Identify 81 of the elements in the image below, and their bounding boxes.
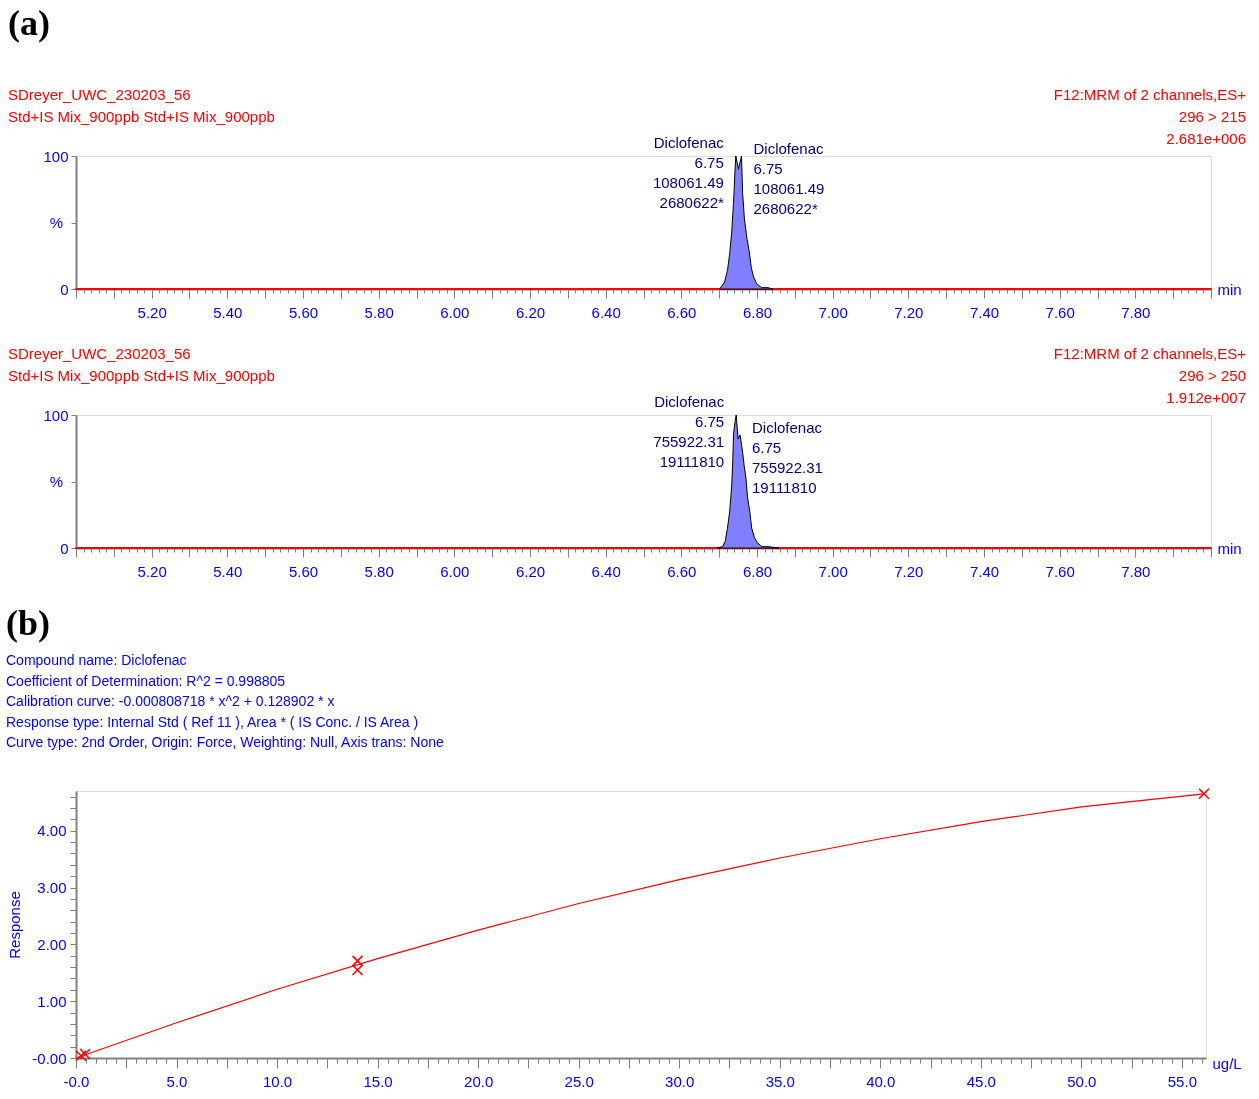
text: Coefficient of Determination: R^2 = 0.998805 — [6, 672, 286, 689]
y-axis-title: Response — [5, 891, 23, 959]
text: 296 > 215 — [1178, 108, 1246, 125]
x-tick-label: 7.80 — [1121, 303, 1151, 321]
x-tick-label: 55.0 — [1167, 1072, 1197, 1090]
point — [351, 964, 364, 976]
point — [79, 1048, 91, 1060]
x-tick-label: 6.60 — [667, 303, 697, 321]
text: SDreyer_UWC_230203_56 — [8, 86, 191, 103]
x-tick-label: 7.40 — [969, 303, 1000, 321]
x-tick-label: 7.20 — [894, 303, 924, 321]
y-axis-title: % — [49, 214, 64, 231]
text: 296 > 250 — [1178, 367, 1246, 384]
text: F12:MRM of 2 channels,ES+ — [1053, 345, 1247, 362]
text: Std+IS Mix_900ppb Std+IS Mix_900ppb — [8, 108, 275, 125]
text: Compound name: Diclofenac — [6, 652, 187, 668]
chart-title: (a) — [8, 3, 50, 43]
annotation: Diclofenac 6.75 755922.31 19111810 — [751, 418, 823, 496]
annotation: Diclofenac 6.75 108061.49 2680622* — [753, 140, 825, 217]
annotation: Diclofenac 6.75 755922.31 19111810 — [653, 393, 725, 470]
text: 1.912e+007 — [1166, 389, 1246, 406]
x-tick-label: 20.0 — [464, 1072, 494, 1090]
y-tick-label: -0.00 — [32, 1049, 67, 1067]
x-tick-label: 5.20 — [137, 303, 167, 321]
text: Calibration curve: -0.000808718 * x^2 + 0.128902 * x — [6, 693, 335, 709]
x-tick-label: 5.40 — [213, 562, 243, 580]
x-tick-label: -0.0 — [63, 1072, 90, 1090]
y-axis-title: % — [49, 473, 64, 490]
x-tick-label: 35.0 — [765, 1072, 795, 1090]
y-tick-label: 0 — [60, 280, 69, 298]
x-tick-label: 5.60 — [288, 562, 319, 580]
x-tick-label: 6.20 — [515, 562, 546, 580]
x-tick-label: 6.00 — [440, 303, 470, 321]
chart-title: (b) — [6, 603, 50, 643]
x-tick-label: 5.20 — [137, 562, 167, 580]
text: SDreyer_UWC_230203_56 — [8, 345, 191, 362]
x-tick-label: 40.0 — [866, 1072, 896, 1090]
y-tick-label: 4.00 — [37, 822, 67, 840]
text: F12:MRM of 2 channels,ES+ — [1053, 86, 1247, 103]
x-tick-label: 5.60 — [288, 303, 319, 321]
x-tick-label: 7.80 — [1121, 562, 1151, 580]
x-tick-label: 7.40 — [969, 562, 1000, 580]
x-tick-label: 6.60 — [667, 562, 697, 580]
text: Std+IS Mix_900ppb Std+IS Mix_900ppb — [8, 367, 275, 384]
x-axis-title: min — [1217, 539, 1242, 557]
point — [75, 1049, 87, 1062]
x-tick-label: 7.60 — [1045, 562, 1075, 580]
x-tick-label: 5.80 — [364, 562, 394, 580]
y-tick-label: 1.00 — [37, 992, 67, 1010]
x-tick-label: 7.00 — [818, 562, 848, 580]
y-tick-label: 3.00 — [37, 879, 67, 897]
x-tick-label: 10.0 — [262, 1072, 293, 1090]
text: Curve type: 2nd Order, Origin: Force, Weighting: Null, Axis trans: None — [6, 734, 445, 750]
x-tick-label: 5.0 — [166, 1072, 188, 1090]
y-tick-label: 2.00 — [37, 935, 67, 953]
x-tick-label: 6.40 — [591, 303, 621, 321]
x-tick-label: 7.20 — [894, 562, 924, 580]
x-tick-label: 50.0 — [1067, 1072, 1097, 1090]
text: Response type: Internal Std ( Ref 11 ), Area * ( IS Conc. / IS Area ) — [6, 713, 419, 730]
y-tick-label: 100 — [43, 406, 69, 424]
x-tick-label: 15.0 — [363, 1072, 393, 1090]
x-tick-label: 7.00 — [818, 303, 848, 321]
text: 2.681e+006 — [1166, 130, 1246, 147]
x-tick-label: 6.40 — [591, 562, 621, 580]
x-tick-label: 25.0 — [564, 1072, 594, 1090]
x-tick-label: 6.20 — [515, 303, 546, 321]
x-tick-label: 7.60 — [1045, 303, 1075, 321]
x-axis-title: ug/L — [1212, 1054, 1242, 1072]
y-tick-label: 0 — [60, 539, 69, 557]
x-tick-label: 45.0 — [966, 1072, 996, 1090]
point — [351, 955, 364, 967]
point — [1198, 788, 1210, 800]
x-tick-label: 6.80 — [742, 303, 773, 321]
y-tick-label: 100 — [43, 147, 69, 165]
x-tick-label: 6.00 — [440, 562, 470, 580]
x-tick-label: 30.0 — [665, 1072, 695, 1090]
x-tick-label: 6.80 — [742, 562, 773, 580]
annotation: Diclofenac 6.75 108061.49 2680622* — [652, 134, 725, 211]
x-tick-label: 5.40 — [213, 303, 243, 321]
x-tick-label: 5.80 — [364, 303, 394, 321]
x-axis-title: min — [1217, 280, 1242, 298]
